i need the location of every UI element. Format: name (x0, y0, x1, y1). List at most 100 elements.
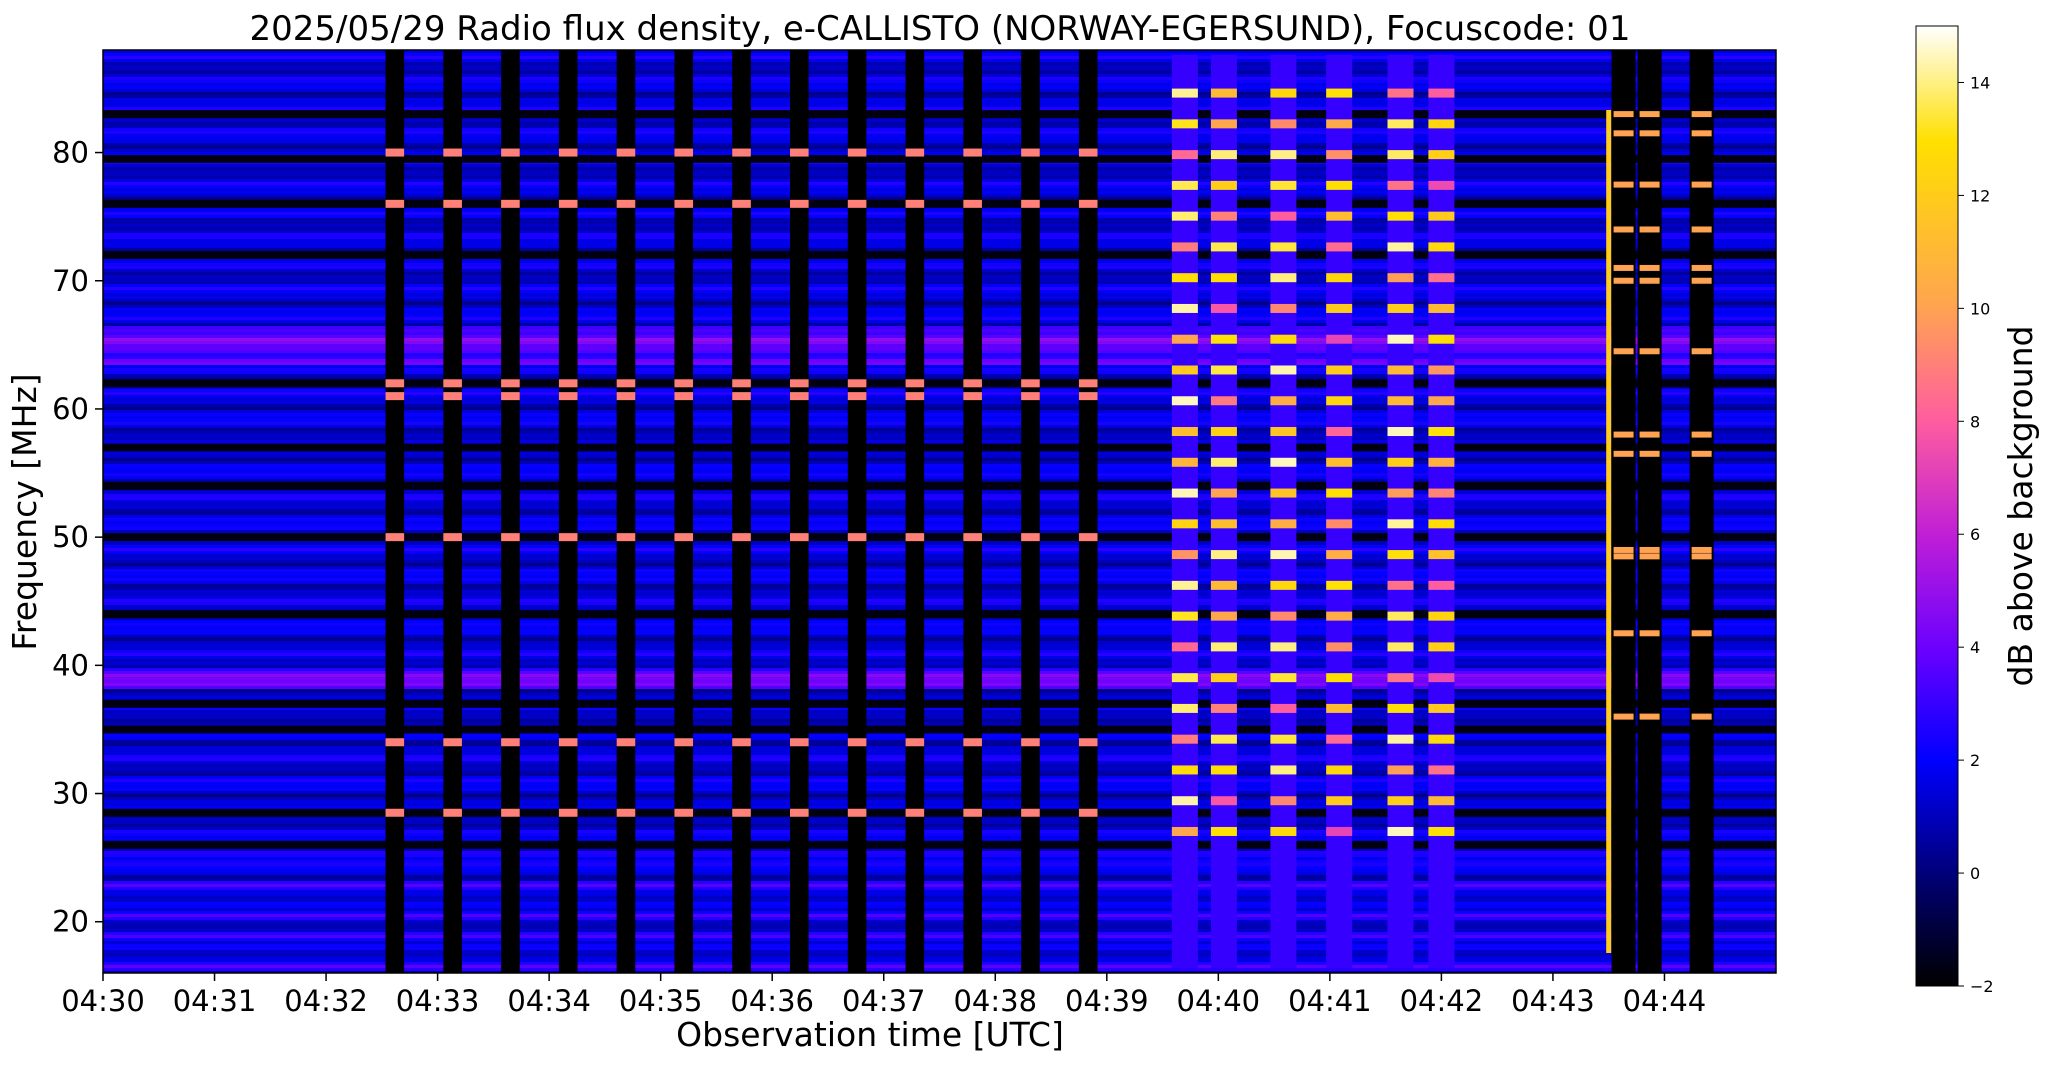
late-gap-band (1613, 630, 1634, 637)
frequency-row (103, 50, 1776, 54)
frequency-row (103, 872, 1776, 876)
frequency-row (103, 797, 1776, 801)
burst-band (1326, 673, 1353, 683)
plot-frame (102, 49, 1777, 974)
frequency-row (103, 599, 1776, 603)
late-gap-band (1691, 713, 1712, 720)
burst-band (1387, 119, 1414, 129)
vertical-spike (1606, 110, 1612, 953)
gap-bright-band (385, 379, 405, 388)
x-tick-label: 04:36 (730, 984, 814, 1018)
burst-band (1428, 642, 1455, 652)
frequency-row (103, 848, 1776, 852)
y-tick-label: 30 (52, 777, 89, 811)
gap-bright-band (558, 379, 578, 388)
frequency-row (103, 101, 1776, 105)
gap-bright-band (905, 738, 925, 747)
burst-band (1171, 457, 1198, 467)
frequency-row (103, 743, 1776, 747)
gap-bright-band (501, 379, 520, 388)
frequency-row (103, 107, 1776, 111)
frequency-row (103, 866, 1776, 870)
burst-band (1326, 734, 1353, 744)
frequency-row (103, 416, 1776, 420)
burst-band (1326, 150, 1353, 160)
gap-bright-band (963, 392, 982, 401)
frequency-row (103, 341, 1776, 345)
gap-bright-band (732, 533, 751, 542)
frequency-row (103, 425, 1776, 429)
burst-band (1270, 488, 1297, 498)
burst-band (1326, 396, 1353, 406)
late-gap-band (1691, 450, 1712, 457)
burst-band (1171, 88, 1198, 98)
gap-bright-band (1021, 533, 1040, 542)
dark-channel-band (103, 443, 1776, 452)
late-gap-band (1691, 226, 1712, 233)
burst-band (1326, 119, 1353, 129)
gap-bright-band (1078, 533, 1098, 542)
frequency-row (103, 665, 1776, 669)
frequency-row (103, 644, 1776, 648)
frequency-row (103, 740, 1776, 744)
frequency-row (103, 749, 1776, 753)
sweep-gap (1078, 50, 1098, 973)
frequency-row (103, 674, 1776, 678)
late-gap-band (1639, 264, 1660, 271)
frequency-row (103, 389, 1776, 393)
frequency-row (103, 245, 1776, 249)
frequency-row (103, 437, 1776, 441)
gap-bright-band (616, 533, 636, 542)
frequency-row (103, 923, 1776, 927)
burst-band (1326, 427, 1353, 437)
burst-band (1210, 211, 1237, 221)
colorbar-ticks: −2 0 2 4 6 8 10 12 14 (1958, 73, 1994, 996)
frequency-row (103, 650, 1776, 654)
burst-band (1171, 796, 1198, 806)
frequency-row (103, 308, 1776, 312)
burst-band (1387, 550, 1414, 560)
sweep-gap (732, 50, 751, 973)
frequency-row (103, 68, 1776, 72)
burst-band (1387, 273, 1414, 283)
dark-channel-band (103, 808, 1776, 817)
frequency-row (103, 929, 1776, 933)
late-gap (1689, 50, 1714, 973)
frequency-row (103, 278, 1776, 282)
frequency-row (103, 926, 1776, 930)
frequency-row (103, 452, 1776, 456)
frequency-row (103, 212, 1776, 216)
burst-band (1270, 365, 1297, 375)
x-tick-label: 04:43 (1511, 984, 1595, 1018)
frequency-row (103, 833, 1776, 837)
y-axis: 20 30 40 50 60 70 80 (52, 136, 103, 939)
frequency-row (103, 905, 1776, 909)
frequency-row (103, 818, 1776, 822)
burst-band (1326, 242, 1353, 252)
dark-channel-band (103, 699, 1776, 708)
frequency-row (103, 779, 1776, 783)
frequency-row (103, 875, 1776, 879)
gap-bright-band (963, 148, 982, 157)
gap-bright-band (674, 392, 694, 401)
x-tick-label: 04:32 (284, 984, 368, 1018)
late-gap-band (1639, 277, 1660, 284)
burst-band (1387, 611, 1414, 621)
burst-band (1171, 150, 1198, 160)
frequency-row (103, 221, 1776, 225)
gap-bright-band (385, 148, 405, 157)
burst-band (1326, 611, 1353, 621)
frequency-row (103, 374, 1776, 378)
burst-band (1428, 580, 1455, 590)
burst-band (1171, 427, 1198, 437)
frequency-row (103, 569, 1776, 573)
frequency-row (103, 470, 1776, 474)
colorbar-gradient (1915, 25, 1959, 987)
gap-bright-band (963, 379, 982, 388)
gap-bright-band (905, 392, 925, 401)
burst-band (1171, 488, 1198, 498)
frequency-row (103, 227, 1776, 231)
burst-band (1326, 273, 1353, 283)
frequency-row (103, 95, 1776, 99)
burst-band (1171, 242, 1198, 252)
